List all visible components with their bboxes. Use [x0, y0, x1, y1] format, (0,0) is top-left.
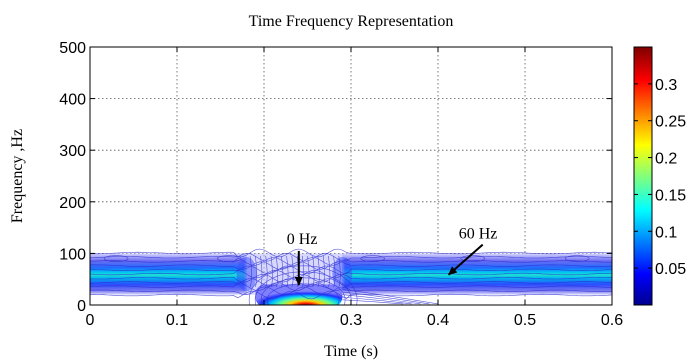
y-axis-label: Frequency ,Hz	[9, 129, 26, 223]
band-60hz-left	[90, 253, 247, 295]
contour-bump	[564, 255, 590, 262]
contour-lines	[90, 248, 612, 305]
contour-bump	[460, 255, 486, 262]
contour-line	[90, 261, 612, 270]
contour-stroke	[328, 255, 331, 288]
x-tick-label: 0.3	[340, 312, 362, 329]
annotations: 0 Hz 60 Hz	[287, 226, 498, 286]
contour-stroke	[338, 255, 341, 288]
x-tick-label: 0	[86, 312, 95, 329]
colorbar-tick-label: 0.1	[655, 224, 677, 241]
y-tick-label: 300	[59, 143, 86, 160]
x-axis-label: Time (s)	[324, 343, 378, 360]
colorbar	[633, 46, 653, 306]
band-60hz-right	[342, 253, 612, 295]
colorbar-tick-label: 0.3	[655, 77, 677, 94]
y-tick-label: 500	[59, 40, 86, 57]
colorbar-tick-label: 0.25	[655, 114, 686, 131]
x-tick-label: 0.6	[601, 312, 623, 329]
contour-tail	[342, 294, 421, 305]
contour-line	[90, 273, 612, 283]
annotation-60hz-arrow	[447, 243, 484, 276]
contour-line	[90, 278, 612, 287]
x-axis: 0 0.1 0.2 0.3 0.4 0.5 0.6	[86, 47, 623, 329]
contour-stroke	[307, 255, 310, 288]
contour-line	[90, 265, 612, 275]
contour-line	[90, 252, 612, 262]
x-tick-label: 0.1	[166, 312, 188, 329]
contour-tail	[342, 291, 430, 305]
y-tick-label: 0	[77, 298, 86, 315]
y-tick-label: 400	[59, 92, 86, 109]
contour-stroke	[275, 255, 278, 288]
contour-stroke	[291, 255, 294, 288]
contour-line	[90, 282, 612, 291]
contour-stroke	[260, 255, 263, 288]
blob-0hz	[255, 284, 343, 305]
x-tick-label: 0.5	[514, 312, 536, 329]
contour-line	[90, 248, 612, 258]
chart-title: Time Frequency Representation	[249, 13, 454, 30]
contour-stroke	[322, 255, 325, 288]
contour-stroke	[255, 255, 258, 288]
contour-bump	[360, 255, 386, 262]
heatmap-layer	[90, 248, 612, 305]
contour-stroke	[249, 255, 252, 288]
contour-line	[90, 257, 612, 266]
contour-bump	[216, 255, 242, 262]
annotation-60hz-label: 60 Hz	[459, 226, 498, 243]
y-axis: 0 100 200 300 400 500	[59, 40, 612, 315]
contour-tail	[342, 299, 404, 305]
contour-line	[90, 269, 612, 279]
contour-ring	[254, 271, 352, 305]
annotation-0hz-label: 0 Hz	[287, 231, 318, 248]
colorbar-tick-label: 0.05	[655, 261, 686, 278]
colorbar-tick-label: 0.2	[655, 151, 677, 168]
contour-stroke	[281, 255, 284, 288]
x-tick-label: 0.2	[253, 312, 275, 329]
contour-stroke	[286, 255, 289, 288]
contour-stroke	[265, 255, 268, 288]
contour-bump	[103, 255, 129, 262]
y-tick-label: 100	[59, 246, 86, 263]
contour-stroke	[270, 255, 273, 288]
contour-tail	[342, 289, 439, 305]
colorbar-tick-label: 0.15	[655, 187, 686, 204]
contour-line	[90, 290, 612, 300]
contour-stroke	[312, 255, 315, 288]
colorbar-ticks: 0.05 0.1 0.15 0.2 0.25 0.3	[634, 77, 686, 278]
y-tick-label: 200	[59, 195, 86, 212]
contour-stroke	[317, 255, 320, 288]
contour-tail	[342, 296, 412, 305]
x-tick-label: 0.4	[427, 312, 449, 329]
contour-stroke	[333, 255, 336, 288]
